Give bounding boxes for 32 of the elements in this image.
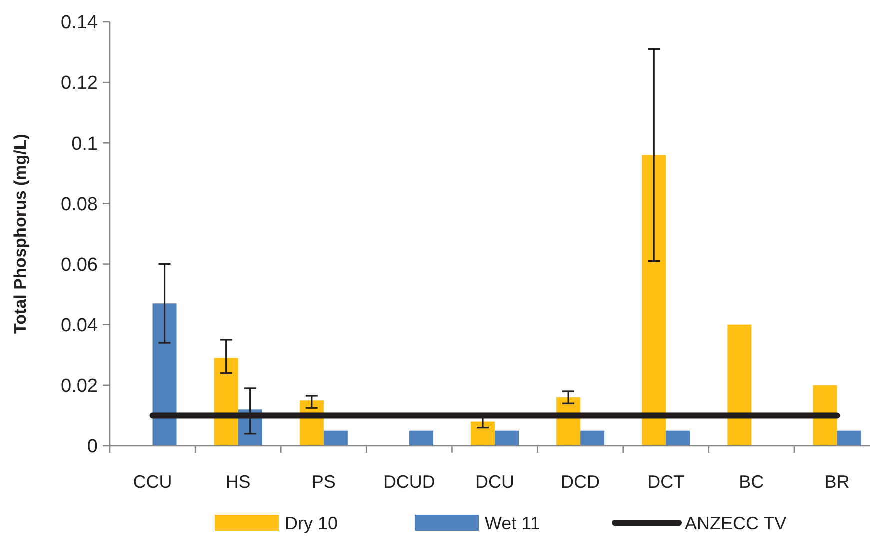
x-tick-label: PS <box>312 472 336 492</box>
bar <box>580 430 605 446</box>
legend-label: ANZECC TV <box>685 513 787 534</box>
x-tick-label: CCU <box>133 472 172 492</box>
bar <box>495 430 519 446</box>
x-tick-label: BC <box>739 472 764 492</box>
bar <box>471 422 495 446</box>
x-tick-label: DCU <box>476 472 514 492</box>
y-tick-label: 0.1 <box>72 134 98 155</box>
bar <box>214 358 238 446</box>
y-tick-label: 0.08 <box>61 194 98 216</box>
bar <box>324 430 348 446</box>
y-tick-label: 0.02 <box>61 376 98 398</box>
y-tick-label: 0.14 <box>61 12 98 34</box>
y-tick-label: 0.04 <box>61 316 98 337</box>
y-tick-label: 0.06 <box>61 254 98 276</box>
x-tick-label: HS <box>226 472 251 492</box>
legend-label: Wet 11 <box>485 513 540 534</box>
bar <box>837 430 862 446</box>
x-tick-label: DCD <box>561 472 600 492</box>
x-tick-label: DCUD <box>383 472 436 492</box>
bar <box>728 324 752 446</box>
bar <box>642 155 666 446</box>
legend-label: Dry 10 <box>285 513 338 534</box>
x-tick-label: DCT <box>648 472 685 492</box>
y-axis-title: Total Phosphorus (mg/L) <box>11 134 30 334</box>
y-tick-label: 0 <box>87 436 98 458</box>
bar <box>666 430 690 446</box>
bar <box>152 304 177 446</box>
x-tick-label: BR <box>824 472 850 492</box>
bar <box>409 430 434 446</box>
y-tick-label: 0.12 <box>61 73 98 94</box>
